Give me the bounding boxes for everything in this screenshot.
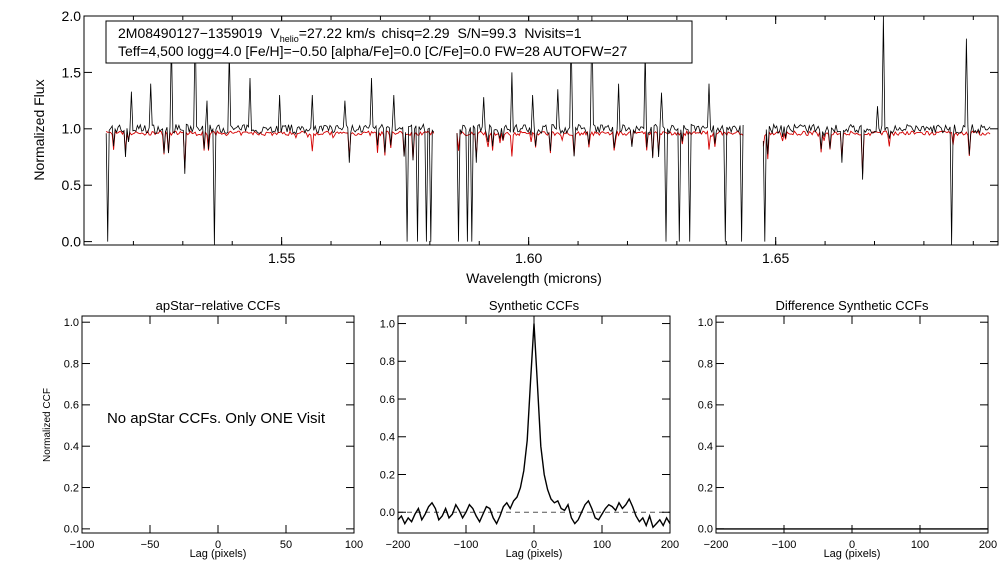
legend-star-id: 2M08490127−1359019 <box>118 25 263 41</box>
y-tick-label: 0.6 <box>698 400 713 412</box>
y-tick-label: 0.2 <box>698 482 713 494</box>
y-tick-label: 0.8 <box>380 356 395 368</box>
x-tick-label: 0 <box>531 539 537 551</box>
difference-title: Difference Synthetic CCFs <box>776 298 929 313</box>
y-tick-label: 0.0 <box>64 524 79 536</box>
observed-spectrum-line <box>456 15 744 242</box>
x-tick-label: 1.55 <box>268 250 295 266</box>
model-spectrum-line <box>762 130 991 174</box>
x-tick-label: −200 <box>704 539 729 551</box>
synthetic-ccf-panel: −200 −100 0 100 200 0.0 0.2 0.4 0.6 0.8 1.0 Synthe… <box>380 298 679 560</box>
observed-spectrum-line <box>762 15 991 246</box>
apstar-y-label: Normalized CCF <box>42 388 53 462</box>
x-tick-label: −200 <box>386 539 411 551</box>
x-tick-label: 100 <box>345 539 363 551</box>
legend-line-2: Teff=4,500 logg=4.0 [Fe/H]=−0.50 [alpha/… <box>118 43 627 59</box>
legend-chisq: chisq=2.29 <box>381 25 449 41</box>
y-tick-label: 0.0 <box>380 507 395 519</box>
synthetic-ticks: −200 −100 0 100 200 0.0 0.2 0.4 0.6 0.8 1.0 <box>380 316 679 551</box>
y-tick-label: 0.0 <box>62 234 82 250</box>
y-tick-label: 0.6 <box>380 394 395 406</box>
y-tick-label: 1.0 <box>698 317 713 329</box>
difference-frame <box>715 315 989 534</box>
synthetic-ccf-line <box>397 323 671 529</box>
y-tick-label: 1.5 <box>62 64 82 80</box>
synthetic-x-label: Lag (pixels) <box>506 548 563 560</box>
legend-vhelio-value: =27.22 km/s <box>299 25 376 41</box>
spectrum-plot-area <box>105 15 991 246</box>
model-spectrum-line <box>456 129 744 158</box>
x-tick-label: 1.65 <box>762 250 789 266</box>
x-tick-label: 200 <box>979 539 997 551</box>
y-tick-label: 1.0 <box>64 317 79 329</box>
x-tick-label: −100 <box>70 539 95 551</box>
y-tick-label: 0.2 <box>380 469 395 481</box>
apstar-x-label: Lag (pixels) <box>190 548 247 560</box>
spectrum-legend: 2M08490127−1359019 Vhelio=27.22 km/s chisq… <box>105 20 693 64</box>
y-tick-label: 2.0 <box>62 8 82 24</box>
y-tick-label: 0.4 <box>698 441 713 453</box>
x-tick-label: −100 <box>454 539 479 551</box>
model-spectrum-line <box>105 129 435 169</box>
y-tick-label: 0.2 <box>64 482 79 494</box>
difference-x-label: Lag (pixels) <box>824 548 881 560</box>
x-tick-label: 50 <box>280 539 292 551</box>
difference-ticks: −200 −100 0 100 200 0.0 0.2 0.4 0.6 0.8 1.0 <box>698 316 997 551</box>
legend-vhelio-sub: helio <box>280 34 299 44</box>
x-tick-label: 0 <box>849 539 855 551</box>
legend-vhelio-symbol: V <box>270 25 280 41</box>
spectrum-frame <box>83 15 999 246</box>
x-tick-label: 100 <box>593 539 611 551</box>
x-tick-label: 1.60 <box>515 250 542 266</box>
y-tick-label: 0.5 <box>62 177 82 193</box>
x-tick-label: 0 <box>215 539 221 551</box>
y-tick-label: 0.4 <box>380 432 395 444</box>
x-tick-label: 200 <box>661 539 679 551</box>
legend-box <box>105 20 693 64</box>
apstar-title: apStar−relative CCFs <box>156 298 281 313</box>
observed-spectrum-line <box>105 21 435 246</box>
legend-nvisits: Nvisits=1 <box>524 25 581 41</box>
spectrum-panel: 1.55 1.60 1.65 0.0 0.5 1.0 1.5 2.0 Wavelength (… <box>31 8 999 286</box>
y-tick-label: 0.8 <box>64 358 79 370</box>
legend-line-1: 2M08490127−1359019 Vhelio=27.22 km/s chisq… <box>118 25 582 44</box>
y-tick-label: 1.0 <box>380 318 395 330</box>
apstar-ccf-panel: −100 −50 0 50 100 0.0 0.2 0.4 0.6 0.8 1.0 apStar−r… <box>42 298 363 560</box>
y-tick-label: 0.8 <box>698 358 713 370</box>
y-tick-label: 1.0 <box>62 121 82 137</box>
apstar-ticks: −100 −50 0 50 100 0.0 0.2 0.4 0.6 0.8 1.0 <box>64 316 363 551</box>
x-tick-label: 100 <box>911 539 929 551</box>
legend-sn: S/N=99.3 <box>458 25 517 41</box>
apstar-no-data-note: No apStar CCFs. Only ONE Visit <box>107 410 326 427</box>
x-tick-label: −50 <box>141 539 160 551</box>
difference-ccf-panel: −200 −100 0 100 200 0.0 0.2 0.4 0.6 0.8 1.0 Differ… <box>698 298 997 560</box>
synthetic-title: Synthetic CCFs <box>489 298 580 313</box>
spectrum-x-label: Wavelength (microns) <box>466 270 602 286</box>
y-tick-label: 0.0 <box>698 524 713 536</box>
spectrum-y-label: Normalized Flux <box>31 79 47 180</box>
y-tick-label: 0.6 <box>64 400 79 412</box>
spectrum-ticks: 1.55 1.60 1.65 0.0 0.5 1.0 1.5 2.0 <box>62 8 998 266</box>
x-tick-label: −100 <box>772 539 797 551</box>
y-tick-label: 0.4 <box>64 441 79 453</box>
